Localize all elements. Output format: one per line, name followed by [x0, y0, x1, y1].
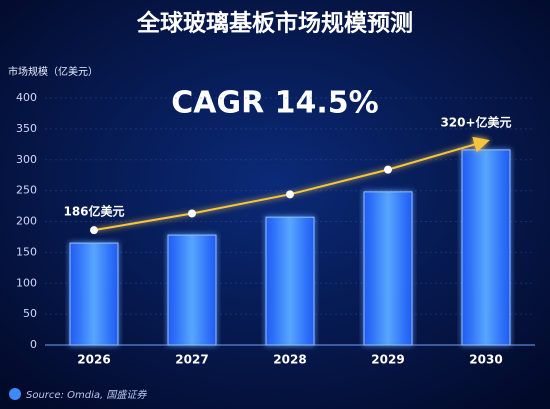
- x-tick-label: 2027: [175, 353, 208, 367]
- y-tick-label: 0: [30, 338, 37, 351]
- chart-title: 全球玻璃基板市场规模预测: [136, 10, 413, 37]
- cagr-annotation: CAGR 14.5%: [171, 86, 378, 121]
- data-label: 186亿美元: [63, 204, 124, 219]
- x-tick-label: 2030: [469, 353, 502, 367]
- bar: [167, 234, 217, 346]
- trend-point: [286, 190, 294, 199]
- trend-point: [384, 165, 392, 174]
- y-tick-label: 100: [16, 276, 37, 289]
- source-icon: [9, 388, 21, 400]
- y-tick-label: 50: [23, 307, 37, 320]
- bar: [69, 242, 119, 346]
- y-tick-label: 150: [16, 245, 37, 258]
- bar: [461, 149, 511, 346]
- bar: [363, 191, 413, 346]
- data-label: 320+亿美元: [440, 115, 511, 130]
- y-tick-label: 200: [16, 215, 37, 228]
- x-tick-label: 2028: [273, 353, 306, 367]
- source: Source: Omdia, 国盛证券: [26, 389, 147, 401]
- y-tick-label: 400: [16, 91, 37, 104]
- y-tick-label: 350: [16, 122, 37, 135]
- trend-point: [188, 209, 196, 218]
- x-tick-label: 2029: [371, 353, 404, 367]
- bar: [265, 216, 315, 346]
- y-axis-label: 市场规模（亿美元）: [8, 65, 98, 78]
- y-tick-label: 300: [16, 153, 37, 166]
- trend-point: [90, 226, 98, 235]
- x-tick-label: 2026: [77, 353, 110, 367]
- y-tick-label: 250: [16, 184, 37, 197]
